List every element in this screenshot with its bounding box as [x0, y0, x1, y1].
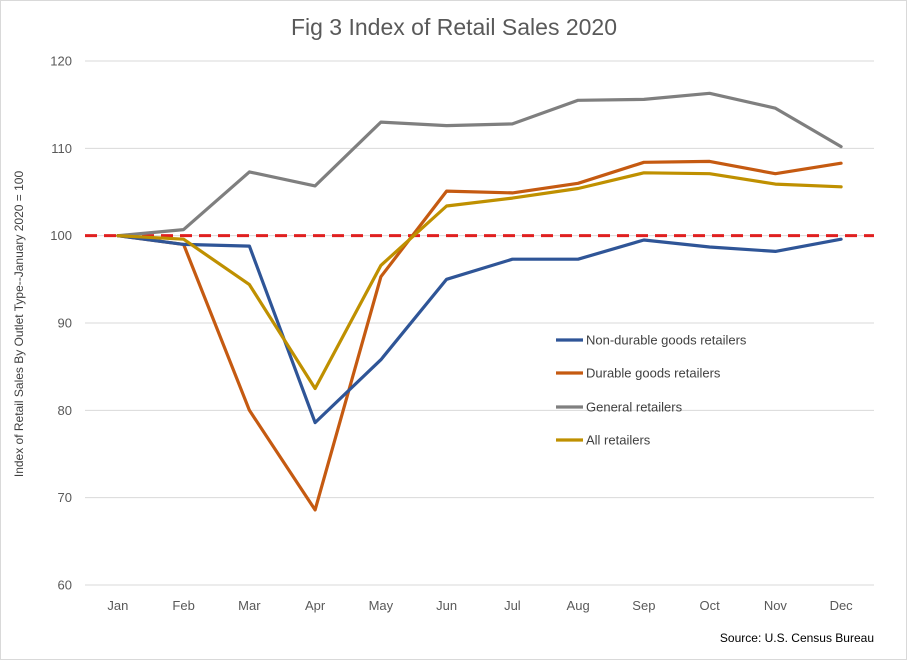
x-tick-label: Nov: [764, 598, 788, 613]
y-tick-label: 90: [58, 316, 72, 331]
x-tick-label: Sep: [632, 598, 655, 613]
x-tick-label: Jan: [107, 598, 128, 613]
source-note: Source: U.S. Census Bureau: [720, 631, 874, 645]
series-line-4: [116, 171, 843, 391]
series-line-1: [116, 234, 843, 425]
x-axis-ticks: Jan Feb Mar Apr May Jun Jul Aug Sep Oct Nov Dec: [107, 598, 853, 613]
legend-label: General retailers: [586, 400, 683, 415]
chart-title: Fig 3 Index of Retail Sales 2020: [291, 14, 617, 40]
y-tick-label: 120: [50, 54, 72, 69]
legend-label: All retailers: [586, 433, 651, 448]
y-tick-label: 60: [58, 578, 72, 593]
legend: Non-durable goods retailers Durable goods…: [556, 333, 747, 448]
legend-label: Durable goods retailers: [586, 366, 721, 381]
x-tick-label: Oct: [700, 598, 721, 613]
gridlines: [85, 60, 874, 586]
x-tick-label: May: [369, 598, 394, 613]
y-axis-label: Index of Retail Sales By Outlet Type--Ja…: [12, 171, 26, 478]
y-tick-label: 70: [58, 490, 72, 505]
x-tick-label: Mar: [238, 598, 261, 613]
series-lines: [116, 91, 843, 512]
x-tick-label: Jul: [504, 598, 521, 613]
y-tick-label: 100: [50, 228, 72, 243]
x-tick-label: Dec: [830, 598, 854, 613]
series-line-2: [116, 159, 843, 512]
x-tick-label: Apr: [305, 598, 326, 613]
x-tick-label: Jun: [436, 598, 457, 613]
series-line-3: [116, 91, 843, 238]
y-axis-ticks: 60 70 80 90 100 110 120: [50, 54, 72, 593]
x-tick-label: Aug: [567, 598, 590, 613]
x-tick-label: Feb: [172, 598, 194, 613]
y-tick-label: 110: [51, 141, 72, 156]
y-tick-label: 80: [58, 403, 72, 418]
legend-label: Non-durable goods retailers: [586, 333, 747, 348]
